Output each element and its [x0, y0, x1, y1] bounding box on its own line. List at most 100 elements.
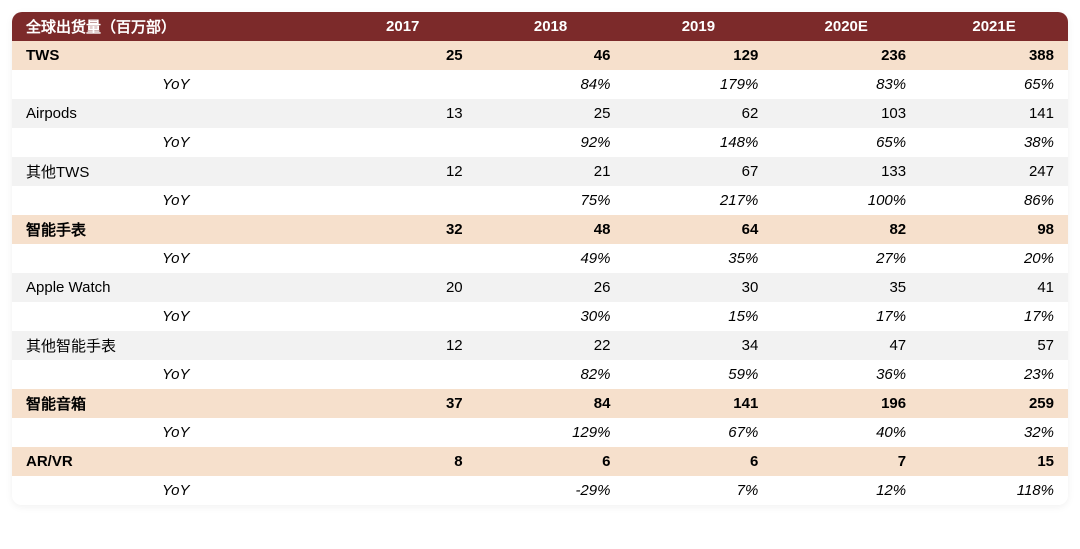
cell-value: 133 — [772, 157, 920, 186]
cell-value: 32% — [920, 418, 1068, 447]
cell-value — [329, 360, 477, 389]
cell-value: 98 — [920, 215, 1068, 244]
cell-value: 6 — [624, 447, 772, 476]
table-row: 其他智能手表1222344757 — [12, 331, 1068, 360]
cell-value: 35% — [624, 244, 772, 273]
cell-value: 12 — [329, 157, 477, 186]
cell-value: 141 — [624, 389, 772, 418]
col-header-2019: 2019 — [624, 12, 772, 41]
cell-value: 7% — [624, 476, 772, 505]
cell-value: 141 — [920, 99, 1068, 128]
cell-value: 37 — [329, 389, 477, 418]
table-row: YoY129%67%40%32% — [12, 418, 1068, 447]
cell-value: 118% — [920, 476, 1068, 505]
row-yoy-label: YoY — [12, 476, 329, 505]
cell-value — [329, 186, 477, 215]
cell-value: 21 — [477, 157, 625, 186]
row-label: 智能手表 — [12, 215, 329, 244]
row-yoy-label: YoY — [12, 418, 329, 447]
cell-value: 25 — [329, 41, 477, 70]
cell-value: 7 — [772, 447, 920, 476]
col-header-2020e: 2020E — [772, 12, 920, 41]
cell-value: 83% — [772, 70, 920, 99]
table-body: TWS2546129236388YoY84%179%83%65%Airpods1… — [12, 41, 1068, 505]
cell-value: 15% — [624, 302, 772, 331]
table-row: TWS2546129236388 — [12, 41, 1068, 70]
col-header-2021e: 2021E — [920, 12, 1068, 41]
cell-value: 179% — [624, 70, 772, 99]
cell-value: 27% — [772, 244, 920, 273]
cell-value: 38% — [920, 128, 1068, 157]
cell-value: 57 — [920, 331, 1068, 360]
cell-value: 196 — [772, 389, 920, 418]
cell-value: 41 — [920, 273, 1068, 302]
col-header-2017: 2017 — [329, 12, 477, 41]
cell-value: 100% — [772, 186, 920, 215]
cell-value — [329, 476, 477, 505]
cell-value: 148% — [624, 128, 772, 157]
row-label: AR/VR — [12, 447, 329, 476]
cell-value: 65% — [920, 70, 1068, 99]
cell-value: 86% — [920, 186, 1068, 215]
cell-value: 30 — [624, 273, 772, 302]
table-row: Airpods132562103141 — [12, 99, 1068, 128]
shipments-table-container: 全球出货量（百万部） 2017 2018 2019 2020E 2021E TW… — [12, 12, 1068, 505]
cell-value: 49% — [477, 244, 625, 273]
cell-value: 13 — [329, 99, 477, 128]
cell-value: 26 — [477, 273, 625, 302]
row-label: TWS — [12, 41, 329, 70]
cell-value: 25 — [477, 99, 625, 128]
row-label: 智能音箱 — [12, 389, 329, 418]
col-header-label: 全球出货量（百万部） — [12, 12, 329, 41]
cell-value: 15 — [920, 447, 1068, 476]
table-row: YoY-29%7%12%118% — [12, 476, 1068, 505]
cell-value: 6 — [477, 447, 625, 476]
cell-value: 217% — [624, 186, 772, 215]
cell-value — [329, 128, 477, 157]
cell-value: 32 — [329, 215, 477, 244]
cell-value: 47 — [772, 331, 920, 360]
cell-value: 30% — [477, 302, 625, 331]
cell-value: 20% — [920, 244, 1068, 273]
table-row: 其他TWS122167133247 — [12, 157, 1068, 186]
cell-value: -29% — [477, 476, 625, 505]
cell-value: 259 — [920, 389, 1068, 418]
table-row: YoY 75%217%100%86% — [12, 186, 1068, 215]
cell-value: 388 — [920, 41, 1068, 70]
cell-value: 67 — [624, 157, 772, 186]
table-row: 智能手表3248648298 — [12, 215, 1068, 244]
row-yoy-label: YoY — [12, 360, 329, 389]
cell-value: 247 — [920, 157, 1068, 186]
table-row: YoY30%15%17%17% — [12, 302, 1068, 331]
cell-value: 48 — [477, 215, 625, 244]
row-yoy-label: YoY — [12, 244, 329, 273]
table-row: YoY82%59%36%23% — [12, 360, 1068, 389]
cell-value: 12 — [329, 331, 477, 360]
cell-value: 59% — [624, 360, 772, 389]
table-row: Apple Watch2026303541 — [12, 273, 1068, 302]
cell-value: 64 — [624, 215, 772, 244]
cell-value: 40% — [772, 418, 920, 447]
cell-value: 17% — [772, 302, 920, 331]
cell-value: 84 — [477, 389, 625, 418]
cell-value: 35 — [772, 273, 920, 302]
cell-value: 23% — [920, 360, 1068, 389]
cell-value: 46 — [477, 41, 625, 70]
shipments-table: 全球出货量（百万部） 2017 2018 2019 2020E 2021E TW… — [12, 12, 1068, 505]
table-row: 智能音箱3784141196259 — [12, 389, 1068, 418]
row-label: Apple Watch — [12, 273, 329, 302]
cell-value: 8 — [329, 447, 477, 476]
row-yoy-label: YoY — [12, 186, 329, 215]
row-label: Airpods — [12, 99, 329, 128]
table-header: 全球出货量（百万部） 2017 2018 2019 2020E 2021E — [12, 12, 1068, 41]
cell-value — [329, 70, 477, 99]
cell-value: 129% — [477, 418, 625, 447]
cell-value: 84% — [477, 70, 625, 99]
row-label: 其他TWS — [12, 157, 329, 186]
cell-value — [329, 244, 477, 273]
cell-value: 65% — [772, 128, 920, 157]
cell-value: 75% — [477, 186, 625, 215]
cell-value: 236 — [772, 41, 920, 70]
cell-value: 103 — [772, 99, 920, 128]
row-yoy-label: YoY — [12, 70, 329, 99]
